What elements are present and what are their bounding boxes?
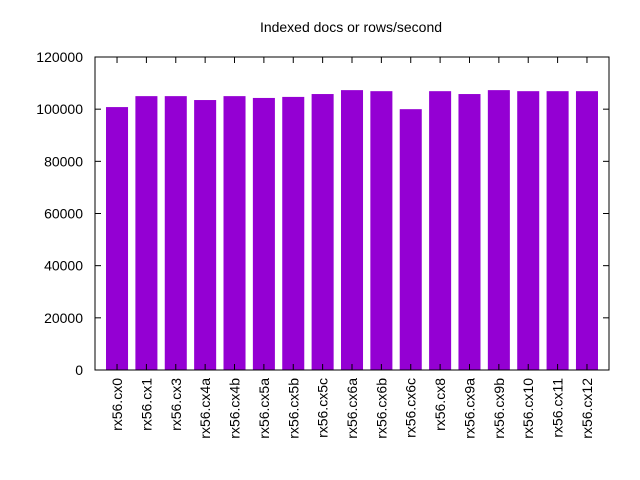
x-axis: rx56.cx0 rx56.cx1 rx56.cx3 rx56.cx4a rx56.cx… bbox=[109, 57, 595, 439]
y-tick-label: 100000 bbox=[36, 101, 83, 117]
x-tick-label: rx56.cx6c bbox=[403, 378, 419, 438]
bar-rx56-cx5a bbox=[252, 97, 275, 370]
y-tick-label: 60000 bbox=[44, 206, 83, 222]
bar-rx56-cx4b bbox=[223, 96, 246, 371]
x-tick-label: rx56.cx9b bbox=[491, 378, 507, 439]
x-tick-label: rx56.cx0 bbox=[109, 378, 125, 431]
x-tick-label: rx56.cx12 bbox=[579, 378, 595, 439]
bar-rx56-cx10 bbox=[517, 91, 540, 371]
bar-rx56-cx3 bbox=[164, 96, 187, 371]
bar-rx56-cx6c bbox=[399, 109, 422, 371]
y-tick-label: 120000 bbox=[36, 49, 83, 65]
y-tick-label: 20000 bbox=[44, 310, 83, 326]
x-tick-label: rx56.cx3 bbox=[168, 378, 184, 431]
bars-group bbox=[106, 90, 598, 371]
bar-rx56-cx0 bbox=[106, 107, 129, 370]
x-tick-label: rx56.cx5a bbox=[256, 378, 272, 439]
x-tick-label: rx56.cx4b bbox=[227, 378, 243, 439]
x-tick-label: rx56.cx4a bbox=[197, 378, 213, 439]
bar-rx56-cx6a bbox=[340, 90, 364, 370]
x-tick-label: rx56.cx11 bbox=[550, 378, 566, 438]
bar-rx56-cx11 bbox=[546, 91, 569, 371]
bar-rx56-cx4a bbox=[194, 100, 217, 370]
x-tick-label: rx56.cx6a bbox=[344, 378, 360, 439]
bar-rx56-cx5b bbox=[282, 96, 305, 370]
x-tick-label: rx56.cx9a bbox=[461, 378, 477, 439]
bar-rx56-cx12 bbox=[575, 91, 598, 371]
y-tick-label: 40000 bbox=[44, 258, 83, 274]
bar-rx56-cx9b bbox=[487, 90, 510, 370]
bar-rx56-cx1 bbox=[135, 96, 158, 371]
x-tick-label: rx56.cx1 bbox=[138, 378, 154, 431]
y-tick-label: 80000 bbox=[44, 153, 83, 169]
chart-title: Indexed docs or rows/second bbox=[260, 19, 442, 35]
x-tick-label: rx56.cx5c bbox=[315, 378, 331, 438]
bar-rx56-cx6b bbox=[370, 91, 393, 371]
y-axis: 0 20000 40000 60000 80000 100000 120000 bbox=[36, 49, 609, 378]
y-tick-label: 0 bbox=[75, 362, 83, 378]
x-tick-label: rx56.cx8 bbox=[432, 378, 448, 431]
x-tick-label: rx56.cx6b bbox=[373, 378, 389, 439]
bar-rx56-cx8 bbox=[429, 91, 452, 371]
bar-rx56-cx9a bbox=[458, 94, 481, 370]
bar-rx56-cx5c bbox=[311, 94, 334, 370]
x-tick-label: rx56.cx5b bbox=[285, 378, 301, 439]
x-tick-label: rx56.cx10 bbox=[520, 378, 536, 439]
